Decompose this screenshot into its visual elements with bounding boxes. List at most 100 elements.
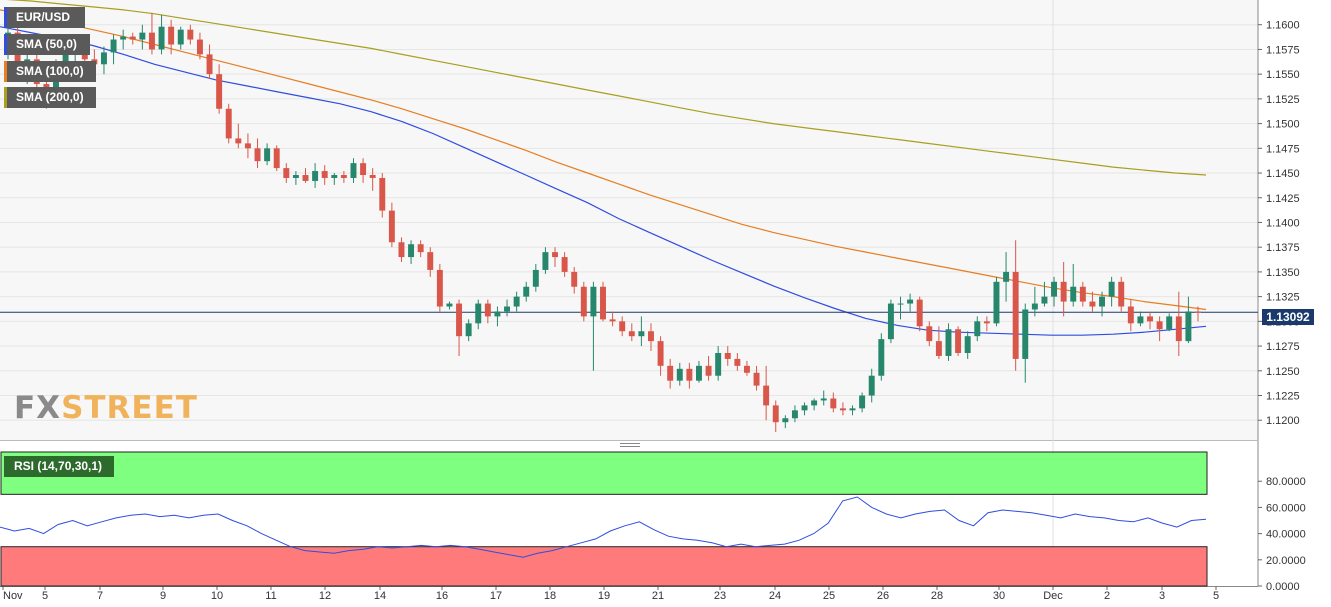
- rsi-label[interactable]: RSI (14,70,30,1): [4, 456, 115, 477]
- candle-body: [676, 368, 683, 381]
- sma50-line: [0, 26, 1207, 336]
- sma50-swatch: [4, 34, 7, 55]
- candle-body: [1003, 271, 1010, 282]
- candle-body: [609, 319, 616, 322]
- candle-body: [561, 257, 568, 272]
- candle-body: [494, 311, 501, 317]
- candle-body: [1070, 286, 1077, 302]
- x-tick-label: 25: [823, 590, 835, 602]
- candle-body: [1147, 316, 1153, 322]
- candle-body: [523, 286, 530, 297]
- candle-body: [1099, 296, 1106, 307]
- x-tick-label: 7: [97, 590, 103, 602]
- panel-resize-handle[interactable]: [620, 443, 640, 449]
- candle-body: [1108, 281, 1115, 297]
- candle-body: [1156, 321, 1163, 330]
- x-tick-label: 26: [877, 590, 889, 602]
- candle-body: [820, 398, 827, 401]
- current-price-tag: 1.13092: [1262, 309, 1314, 325]
- candle-body: [436, 269, 443, 307]
- y-tick-label: 1.1225: [1266, 391, 1300, 403]
- y-tick-label: 1.1600: [1266, 20, 1300, 32]
- candle-body: [743, 365, 750, 373]
- candle-body: [148, 32, 155, 50]
- y-tick-label: 1.1325: [1266, 292, 1300, 304]
- candle-body: [571, 271, 578, 287]
- candle-body: [1089, 301, 1096, 307]
- candle-body: [935, 341, 942, 356]
- candle-body: [446, 303, 453, 307]
- candle-body: [513, 296, 520, 307]
- candle-body: [312, 171, 319, 181]
- y-tick-label: 1.1350: [1266, 267, 1300, 279]
- candle-body: [657, 341, 664, 366]
- candle-body: [465, 323, 472, 337]
- candle-body: [216, 74, 223, 109]
- candle-body: [225, 108, 232, 139]
- rsi-tick-label: 80.0000: [1266, 476, 1306, 488]
- candle-body: [801, 405, 808, 411]
- candle-body: [484, 303, 491, 317]
- candle-body: [1166, 316, 1173, 330]
- x-tick-label: 23: [714, 590, 726, 602]
- candle-body: [830, 398, 837, 409]
- candle-body: [340, 175, 347, 178]
- candle-body: [244, 143, 251, 149]
- candle-body: [734, 358, 741, 366]
- candle-body: [177, 29, 184, 45]
- y-tick-label: 1.1475: [1266, 143, 1300, 155]
- candle-body: [331, 175, 338, 178]
- candle-body: [887, 303, 894, 340]
- candle-body: [398, 242, 405, 258]
- candle-body: [321, 171, 328, 178]
- x-tick-label: 11: [265, 590, 276, 602]
- candle-body: [283, 168, 290, 178]
- legend-symbol[interactable]: EUR/USD: [4, 7, 85, 28]
- y-tick-label: 1.1425: [1266, 193, 1300, 205]
- x-tick-label: 14: [374, 590, 386, 602]
- legend-sma100[interactable]: SMA (100,0): [4, 61, 96, 82]
- candle-body: [168, 26, 175, 45]
- candle-body: [1195, 311, 1201, 313]
- candle-body: [504, 306, 511, 312]
- candle-body: [600, 286, 606, 320]
- candle-body: [273, 148, 280, 169]
- candle-body: [235, 138, 242, 144]
- candle-body: [859, 395, 866, 409]
- candle-body: [993, 281, 1000, 324]
- candle-body: [907, 299, 914, 304]
- x-tick-label: 3: [1159, 590, 1165, 602]
- legend-sma50[interactable]: SMA (50,0): [4, 34, 90, 55]
- sma100-swatch: [4, 61, 7, 82]
- candle-body: [369, 175, 376, 178]
- candle-body: [753, 372, 760, 386]
- y-tick-label: 1.1450: [1266, 168, 1300, 180]
- candle-body: [1175, 316, 1182, 342]
- candle-body: [619, 321, 626, 332]
- candle-body: [1022, 309, 1029, 359]
- candle-body: [590, 286, 597, 317]
- candle-body: [648, 331, 654, 342]
- candle-body: [1012, 271, 1019, 359]
- candle-body: [350, 163, 357, 178]
- candle-body: [849, 408, 856, 411]
- candle-body: [878, 339, 885, 376]
- rsi-oversold-zone: [0, 546, 1208, 587]
- candle-body: [53, 66, 59, 99]
- legend-swatch: [4, 7, 7, 28]
- candle-body: [388, 210, 395, 243]
- x-tick-label: Nov: [3, 590, 23, 602]
- legend-sma200[interactable]: SMA (200,0): [4, 87, 96, 108]
- candle-body: [964, 336, 971, 353]
- x-tick-label: 9: [160, 590, 166, 602]
- candle-body: [196, 39, 203, 55]
- candle-body: [427, 252, 434, 270]
- candle-body: [129, 36, 136, 40]
- candle-body: [100, 52, 107, 65]
- sma200-line: [6, 0, 1207, 176]
- x-tick-label: 10: [211, 590, 223, 602]
- candle-body: [782, 418, 789, 423]
- candle-body: [158, 26, 165, 50]
- candle-body: [1060, 281, 1067, 302]
